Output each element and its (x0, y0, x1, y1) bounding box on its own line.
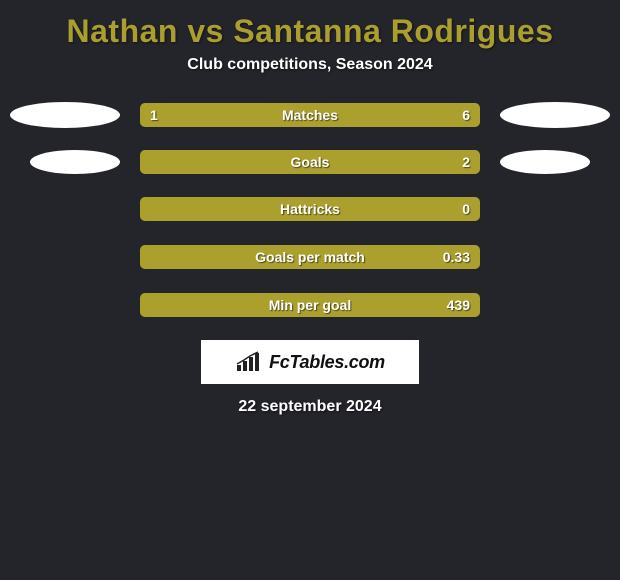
stat-bar: Goals per match0.33 (140, 245, 480, 269)
stat-row: Min per goal439 (0, 292, 620, 318)
page-subtitle: Club competitions, Season 2024 (0, 56, 620, 102)
spacer (10, 244, 120, 270)
stat-bar: Min per goal439 (140, 293, 480, 317)
stat-label: Min per goal (140, 293, 480, 317)
stats-area: 1Matches6 Goals2 Hattricks0 Goals per match… (0, 102, 620, 318)
spacer (500, 244, 610, 270)
player-badge-right (500, 102, 610, 128)
spacer (10, 196, 120, 222)
stat-row: Goals2 (0, 150, 620, 174)
player-badge-left (30, 150, 120, 174)
stat-bar: Goals2 (140, 150, 480, 174)
spacer (500, 292, 610, 318)
stat-right-value: 0.33 (443, 245, 470, 269)
date-text: 22 september 2024 (0, 398, 620, 416)
bars-icon (235, 351, 263, 373)
spacer (500, 196, 610, 222)
spacer (10, 292, 120, 318)
stat-bar: Hattricks0 (140, 197, 480, 221)
stat-right-value: 0 (462, 197, 470, 221)
player-badge-left (10, 102, 120, 128)
page-title: Nathan vs Santanna Rodrigues (0, 5, 620, 56)
stat-label: Hattricks (140, 197, 480, 221)
stat-label: Matches (140, 103, 480, 127)
stat-row: Hattricks0 (0, 196, 620, 222)
comparison-panel: Nathan vs Santanna Rodrigues Club compet… (0, 0, 620, 416)
stat-right-value: 439 (447, 293, 470, 317)
player-badge-right (500, 150, 590, 174)
stat-row: Goals per match0.33 (0, 244, 620, 270)
stat-row: 1Matches6 (0, 102, 620, 128)
stat-label: Goals (140, 150, 480, 174)
stat-label: Goals per match (140, 245, 480, 269)
stat-bar: 1Matches6 (140, 103, 480, 127)
source-logo: FcTables.com (201, 340, 419, 384)
logo-text: FcTables.com (269, 352, 385, 373)
stat-right-value: 6 (462, 103, 470, 127)
stat-right-value: 2 (462, 150, 470, 174)
